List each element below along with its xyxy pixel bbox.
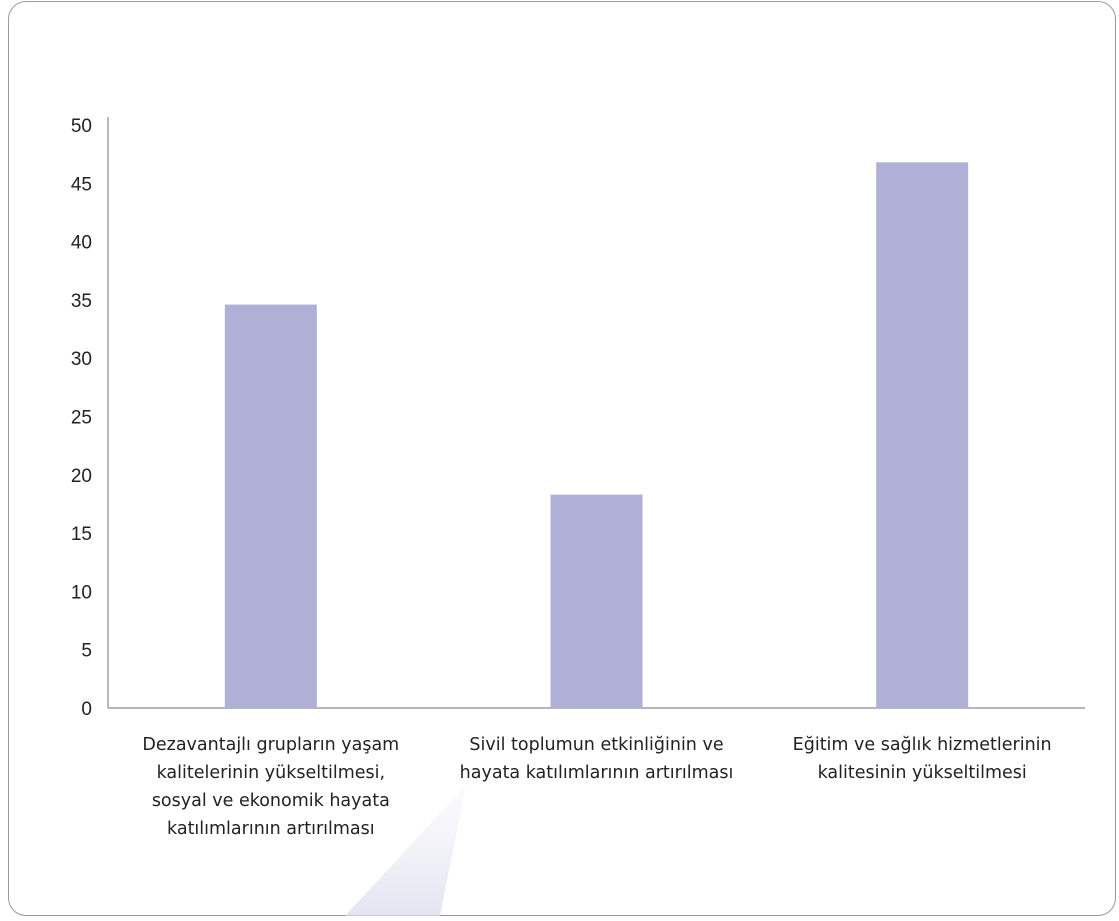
y-tick-label: 15 <box>71 524 92 545</box>
y-tick-label: 5 <box>81 641 92 662</box>
y-tick-label: 10 <box>71 582 92 603</box>
y-tick-label: 40 <box>71 233 92 254</box>
x-category-label: Sivil toplumun etkinliğinin ve hayata kat… <box>460 735 734 783</box>
y-tick-label: 0 <box>81 699 92 720</box>
y-tick-label: 25 <box>71 408 92 429</box>
bar <box>224 304 317 708</box>
bar <box>876 162 969 708</box>
y-tick-label: 35 <box>71 291 92 312</box>
y-tick-label: 45 <box>71 174 92 195</box>
x-category-label: Eğitim ve sağlık hizmetlerinin kalitesini… <box>793 735 1052 783</box>
decorative-light-beam <box>345 785 466 916</box>
y-tick-label: 50 <box>71 116 92 137</box>
bar <box>550 494 643 708</box>
y-tick-label: 30 <box>71 349 92 370</box>
x-category-label: Dezavantajlı grupların yaşam kalitelerini… <box>142 735 399 839</box>
y-tick-label: 20 <box>71 466 92 487</box>
